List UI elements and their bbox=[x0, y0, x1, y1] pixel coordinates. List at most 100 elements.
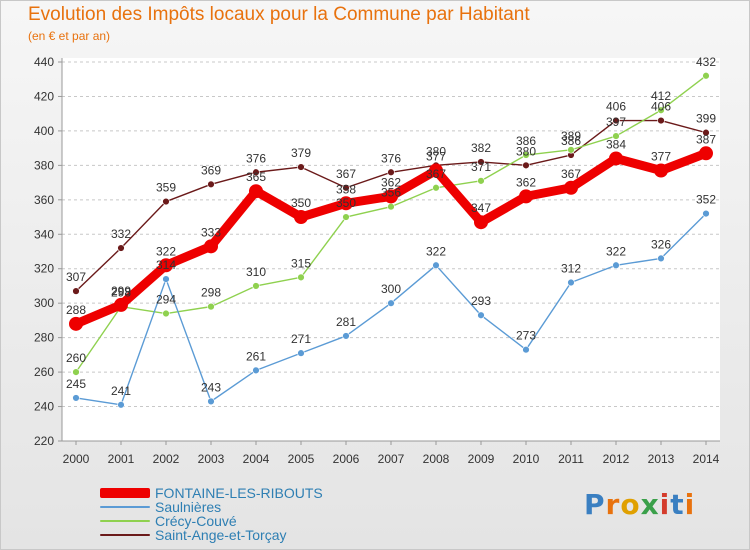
data-label-crecy-couve: 356 bbox=[381, 186, 401, 200]
data-label-crecy-couve: 367 bbox=[426, 167, 446, 181]
data-label-saint-ange-et-torcay: 332 bbox=[111, 227, 131, 241]
logo-letter: r bbox=[605, 488, 621, 521]
data-point-crecy-couve bbox=[432, 184, 440, 192]
logo-letter: P bbox=[584, 488, 606, 521]
y-tick-label: 420 bbox=[34, 89, 54, 103]
data-point-fontaine-les-ribouts bbox=[564, 180, 578, 195]
data-point-saulnieres bbox=[162, 275, 170, 283]
data-point-fontaine-les-ribouts bbox=[384, 189, 398, 204]
data-point-saulnieres bbox=[612, 261, 620, 269]
data-label-saint-ange-et-torcay: 380 bbox=[426, 144, 446, 158]
data-label-crecy-couve: 389 bbox=[561, 129, 581, 143]
data-label-crecy-couve: 298 bbox=[201, 286, 221, 300]
data-point-fontaine-les-ribouts bbox=[159, 258, 173, 273]
data-point-saulnieres bbox=[522, 345, 530, 354]
data-label-fontaine-les-ribouts: 367 bbox=[561, 167, 581, 181]
data-label-fontaine-les-ribouts: 358 bbox=[336, 182, 356, 196]
data-point-fontaine-les-ribouts bbox=[654, 163, 668, 178]
data-label-saulnieres: 273 bbox=[516, 329, 536, 343]
data-point-fontaine-les-ribouts bbox=[474, 215, 488, 230]
data-point-fontaine-les-ribouts bbox=[609, 151, 623, 166]
x-tick-label: 2008 bbox=[423, 452, 450, 466]
data-label-fontaine-les-ribouts: 377 bbox=[651, 150, 671, 164]
legend-item: Saulnières bbox=[100, 500, 323, 514]
data-point-fontaine-les-ribouts bbox=[204, 239, 218, 254]
data-point-saulnieres bbox=[72, 394, 80, 402]
data-label-saint-ange-et-torcay: 406 bbox=[651, 100, 671, 114]
chart-subtitle: (en € et par an) bbox=[28, 29, 111, 43]
data-point-saint-ange-et-torcay bbox=[162, 197, 170, 206]
data-point-saint-ange-et-torcay bbox=[387, 168, 395, 176]
data-label-fontaine-les-ribouts: 350 bbox=[291, 196, 311, 210]
data-label-saulnieres: 322 bbox=[606, 244, 626, 258]
x-tick-label: 2009 bbox=[468, 452, 495, 466]
x-tick-label: 2000 bbox=[63, 452, 90, 466]
logo-letter: i bbox=[659, 488, 671, 521]
x-tick-label: 2012 bbox=[603, 452, 630, 466]
data-label-saint-ange-et-torcay: 399 bbox=[696, 112, 716, 126]
data-point-crecy-couve bbox=[522, 151, 530, 159]
data-point-saint-ange-et-torcay bbox=[207, 180, 215, 189]
x-tick-label: 2005 bbox=[288, 452, 315, 466]
data-label-fontaine-les-ribouts: 384 bbox=[606, 137, 626, 151]
data-point-crecy-couve bbox=[207, 302, 215, 311]
data-point-saint-ange-et-torcay bbox=[297, 163, 305, 171]
data-label-saulnieres: 271 bbox=[291, 332, 311, 346]
data-label-saulnieres: 326 bbox=[651, 237, 671, 251]
data-label-saint-ange-et-torcay: 386 bbox=[561, 134, 581, 148]
data-point-saint-ange-et-torcay bbox=[612, 116, 620, 125]
data-label-fontaine-les-ribouts: 347 bbox=[471, 201, 491, 215]
data-point-saulnieres bbox=[432, 261, 440, 269]
x-tick-label: 2004 bbox=[243, 452, 270, 466]
x-tick-label: 2001 bbox=[108, 452, 135, 466]
legend-item: Crécy-Couvé bbox=[100, 514, 323, 528]
logo-letter: x bbox=[640, 488, 660, 521]
x-tick-label: 2003 bbox=[198, 452, 225, 466]
data-point-crecy-couve bbox=[702, 72, 710, 80]
logo-letter: t bbox=[670, 488, 685, 521]
data-label-fontaine-les-ribouts: 299 bbox=[111, 284, 131, 298]
data-label-fontaine-les-ribouts: 288 bbox=[66, 303, 86, 317]
data-point-crecy-couve bbox=[477, 177, 485, 185]
data-point-saulnieres bbox=[387, 299, 395, 307]
data-point-crecy-couve bbox=[387, 203, 395, 211]
legend-label: Saint-Ange-et-Torçay bbox=[155, 527, 287, 543]
data-point-saint-ange-et-torcay bbox=[477, 158, 485, 166]
data-label-saint-ange-et-torcay: 367 bbox=[336, 167, 356, 181]
x-tick-label: 2006 bbox=[333, 452, 360, 466]
data-label-fontaine-les-ribouts: 362 bbox=[516, 175, 536, 189]
proxiti-logo: Proxiti bbox=[584, 488, 695, 521]
data-point-crecy-couve bbox=[567, 146, 575, 154]
data-point-saulnieres bbox=[657, 254, 665, 263]
data-point-saulnieres bbox=[117, 401, 125, 409]
y-tick-label: 300 bbox=[34, 296, 54, 310]
data-label-crecy-couve: 371 bbox=[471, 160, 491, 174]
data-point-saint-ange-et-torcay bbox=[342, 184, 350, 192]
data-label-crecy-couve: 350 bbox=[336, 196, 356, 210]
data-point-saint-ange-et-torcay bbox=[522, 161, 530, 170]
y-tick-label: 220 bbox=[34, 434, 54, 448]
logo-letter: o bbox=[620, 488, 641, 521]
x-tick-label: 2013 bbox=[648, 452, 675, 466]
data-point-saint-ange-et-torcay bbox=[72, 287, 80, 295]
data-point-fontaine-les-ribouts bbox=[294, 210, 308, 225]
x-tick-label: 2007 bbox=[378, 452, 405, 466]
data-label-fontaine-les-ribouts: 333 bbox=[201, 225, 221, 239]
data-label-crecy-couve: 432 bbox=[696, 55, 716, 69]
data-label-saulnieres: 261 bbox=[246, 349, 266, 363]
data-label-fontaine-les-ribouts: 322 bbox=[156, 244, 176, 258]
legend-label: FONTAINE-LES-RIBOUTS bbox=[155, 485, 323, 501]
data-point-saint-ange-et-torcay bbox=[657, 116, 665, 125]
data-label-saint-ange-et-torcay: 380 bbox=[516, 144, 536, 158]
data-point-fontaine-les-ribouts bbox=[339, 196, 353, 211]
data-point-fontaine-les-ribouts bbox=[114, 297, 128, 312]
data-point-crecy-couve bbox=[252, 282, 260, 290]
legend-label: Saulnières bbox=[155, 499, 222, 515]
chart-title: Evolution des Impôts locaux pour la Comm… bbox=[28, 4, 530, 25]
data-label-saulnieres: 314 bbox=[156, 258, 176, 272]
y-tick-label: 360 bbox=[34, 193, 54, 207]
y-tick-label: 280 bbox=[34, 331, 54, 345]
y-tick-label: 240 bbox=[34, 400, 54, 414]
data-label-crecy-couve: 294 bbox=[156, 293, 176, 307]
